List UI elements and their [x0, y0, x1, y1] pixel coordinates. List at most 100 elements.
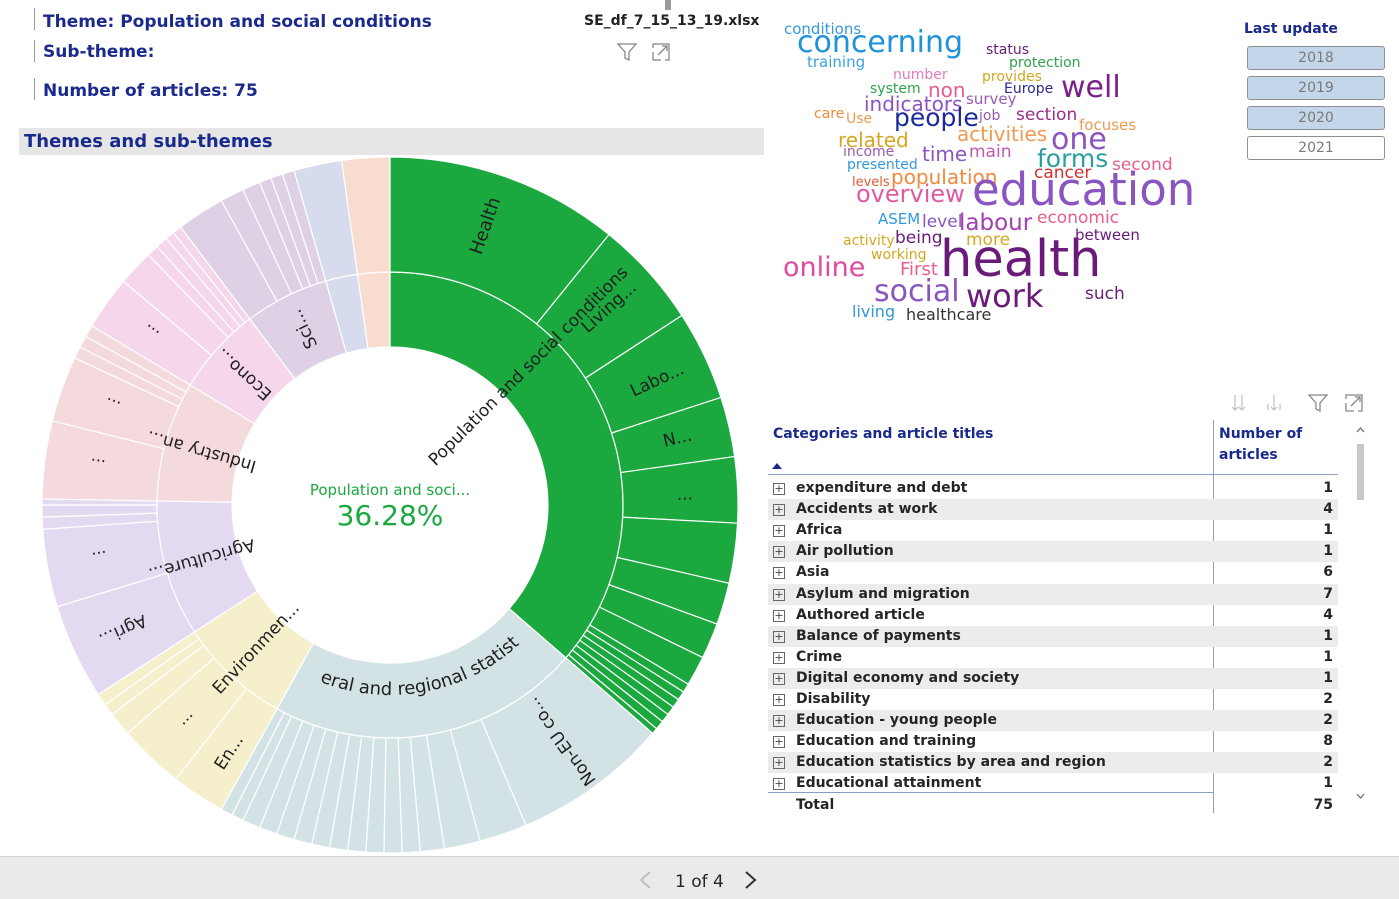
word-cloud-word[interactable]: presented	[847, 157, 918, 173]
word-cloud-word[interactable]: Use	[846, 111, 873, 127]
expand-row-icon[interactable]: +	[773, 671, 785, 685]
word-cloud-word[interactable]: activities	[957, 122, 1048, 146]
word-cloud-word[interactable]: First	[900, 259, 938, 280]
table-row[interactable]: + Accidents at work 4	[768, 499, 1338, 521]
word-cloud-word[interactable]: protection	[1009, 55, 1081, 71]
expand-row-icon[interactable]: +	[773, 608, 785, 622]
word-cloud-word[interactable]: care	[814, 106, 845, 122]
word-cloud-word[interactable]: section	[1016, 105, 1078, 125]
word-cloud-word[interactable]: forms	[1037, 144, 1109, 173]
word-cloud-word[interactable]: living	[852, 302, 896, 321]
word-cloud-word[interactable]: Europe	[1004, 81, 1054, 97]
word-cloud-word[interactable]: system	[870, 81, 921, 97]
word-cloud-word[interactable]: training	[807, 53, 866, 71]
expand-row-icon[interactable]: +	[773, 545, 785, 559]
expand-row-icon[interactable]: +	[773, 482, 785, 495]
word-cloud-word[interactable]: health	[940, 230, 1102, 289]
table-row[interactable]: + Education and training 8	[768, 731, 1338, 752]
table-row[interactable]: + Educational attainment 1	[768, 773, 1338, 794]
table-filter-icon[interactable]	[1307, 392, 1329, 414]
table-row[interactable]: + Education statistics by area and region…	[768, 752, 1338, 774]
word-cloud-word[interactable]: labour	[959, 210, 1033, 236]
word-cloud-word[interactable]: second	[1112, 155, 1173, 175]
row-category: Asylum and migration	[796, 585, 970, 602]
table-row[interactable]: + Asia 6	[768, 562, 1338, 583]
table-header-count[interactable]: Number of articles	[1219, 424, 1302, 466]
scroll-thumb[interactable]	[665, 0, 671, 10]
expand-row-icon[interactable]: +	[773, 756, 785, 770]
word-cloud-word[interactable]: concerning	[797, 25, 964, 60]
word-cloud-word[interactable]: related	[838, 128, 909, 152]
expand-row-icon[interactable]: +	[773, 650, 785, 664]
table-row[interactable]: + Education - young people 2	[768, 710, 1338, 732]
word-cloud-word[interactable]: levels	[852, 175, 890, 190]
table-row[interactable]: + Disability 2	[768, 689, 1338, 710]
word-cloud-word[interactable]: healthcare	[906, 305, 992, 324]
outer-segment[interactable]	[340, 156, 391, 275]
word-cloud-word[interactable]: working	[871, 247, 927, 263]
word-cloud-word[interactable]: status	[986, 42, 1030, 58]
word-cloud-word[interactable]: such	[1085, 284, 1125, 304]
focus-mode-icon[interactable]	[650, 41, 672, 63]
expand-row-icon[interactable]: +	[773, 735, 785, 749]
word-cloud-word[interactable]: well	[1061, 70, 1121, 105]
word-cloud-word[interactable]: population	[891, 165, 998, 189]
year-2019-button[interactable]: 2019	[1247, 76, 1385, 100]
word-cloud-word[interactable]: more	[966, 230, 1011, 250]
table-scrollbar[interactable]	[1356, 422, 1365, 804]
word-cloud-word[interactable]: level	[922, 212, 963, 232]
expand-row-icon[interactable]: +	[773, 587, 785, 601]
expand-row-icon[interactable]: +	[773, 777, 785, 791]
word-cloud-word[interactable]: activity	[843, 233, 895, 249]
word-cloud-word[interactable]: one	[1051, 122, 1107, 157]
word-cloud-word[interactable]: cancer	[1034, 163, 1092, 183]
word-cloud-word[interactable]: income	[843, 144, 895, 160]
year-2018-button[interactable]: 2018	[1247, 46, 1385, 70]
filter-icon[interactable]	[616, 41, 638, 63]
year-2020-button[interactable]: 2020	[1247, 106, 1385, 130]
word-cloud-word[interactable]: provides	[982, 69, 1042, 85]
table-row[interactable]: + Africa 1	[768, 520, 1338, 541]
year-2021-button[interactable]: 2021	[1247, 136, 1385, 160]
word-cloud-word[interactable]: number	[893, 67, 948, 83]
expand-row-icon[interactable]: +	[773, 714, 785, 728]
word-cloud-word[interactable]: between	[1075, 226, 1140, 244]
expand-row-icon[interactable]: +	[773, 524, 785, 538]
expand-row-icon[interactable]: +	[773, 566, 785, 580]
word-cloud-word[interactable]: ASEM	[878, 210, 921, 228]
table-row[interactable]: + expenditure and debt 1	[768, 478, 1338, 499]
word-cloud-word[interactable]: overview	[856, 180, 965, 208]
word-cloud[interactable]: conditions concerning status training protec…	[776, 18, 1216, 330]
word-cloud-word[interactable]: education	[972, 163, 1196, 216]
word-cloud-word[interactable]: online	[783, 252, 866, 283]
expand-row-icon[interactable]: +	[773, 629, 785, 643]
sunburst-chart[interactable]: Population and social conditionsGeneral …	[0, 0, 780, 860]
table-row[interactable]: + Asylum and migration 7	[768, 583, 1338, 605]
table-row[interactable]: + Authored article 4	[768, 605, 1338, 626]
table-row[interactable]: + Crime 1	[768, 647, 1338, 668]
word-cloud-word[interactable]: social	[874, 274, 960, 309]
table-row[interactable]: + Balance of payments 1	[768, 625, 1338, 647]
expand-hierarchy-icon[interactable]	[1263, 392, 1285, 414]
word-cloud-word[interactable]: work	[966, 277, 1044, 315]
word-cloud-word[interactable]: economic	[1037, 208, 1120, 228]
expand-row-icon[interactable]: +	[773, 693, 785, 706]
table-row[interactable]: + Air pollution 1	[768, 541, 1338, 563]
table-row[interactable]: + Digital economy and society 1	[768, 667, 1338, 689]
sort-descending-icon[interactable]	[1228, 392, 1250, 414]
word-cloud-word[interactable]: non	[928, 78, 966, 102]
word-cloud-word[interactable]: job	[979, 108, 1001, 124]
word-cloud-word[interactable]: focuses	[1079, 116, 1137, 134]
next-page-icon[interactable]	[740, 869, 760, 895]
word-cloud-word[interactable]: survey	[966, 90, 1017, 108]
word-cloud-word[interactable]: people	[894, 103, 979, 132]
table-focus-mode-icon[interactable]	[1343, 392, 1365, 414]
previous-page-icon[interactable]	[636, 869, 656, 895]
word-cloud-word[interactable]: main	[969, 142, 1012, 162]
expand-row-icon[interactable]: +	[773, 503, 785, 517]
word-cloud-word[interactable]: being	[895, 228, 943, 248]
word-cloud-word[interactable]: indicators	[864, 92, 963, 116]
word-cloud-word[interactable]: conditions	[784, 20, 862, 38]
table-header-categories[interactable]: Categories and article titles	[773, 426, 994, 442]
word-cloud-word[interactable]: time	[922, 142, 968, 166]
